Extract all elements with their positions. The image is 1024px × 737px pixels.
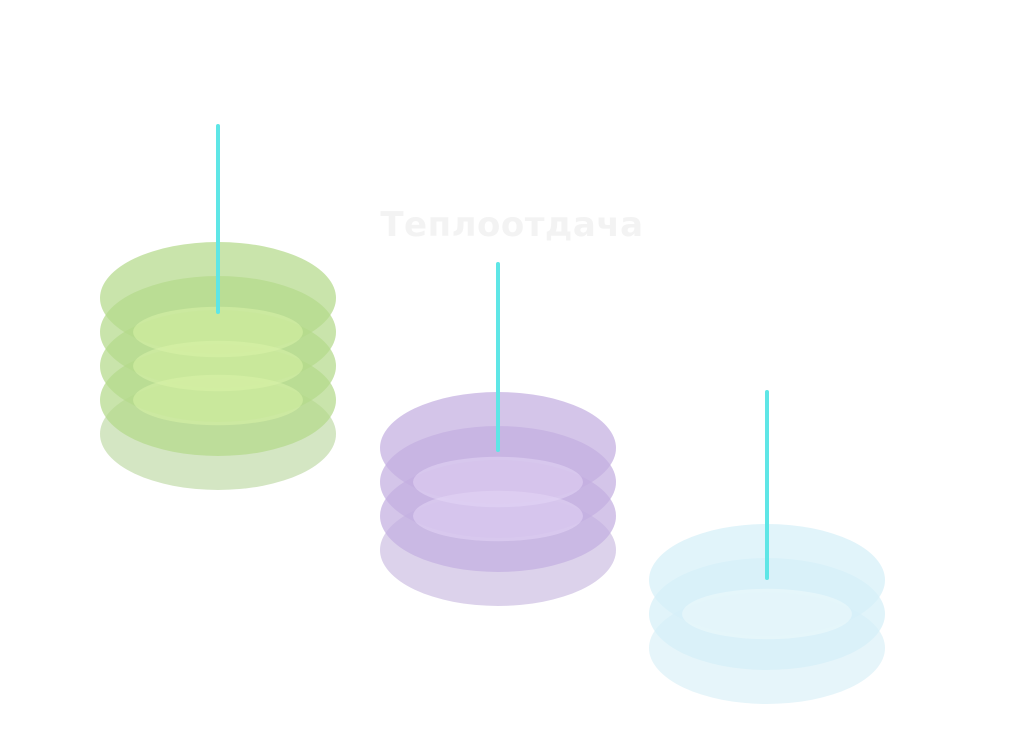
green-stack [100,124,336,490]
diagram-title: Теплоотдача [380,205,644,245]
purple-stack-disc-highlight [413,490,583,542]
green-stack-disc-highlight [133,374,303,426]
purple-stack [380,262,616,606]
blue-stack [649,390,885,704]
blue-stack-disc-highlight [682,588,852,640]
